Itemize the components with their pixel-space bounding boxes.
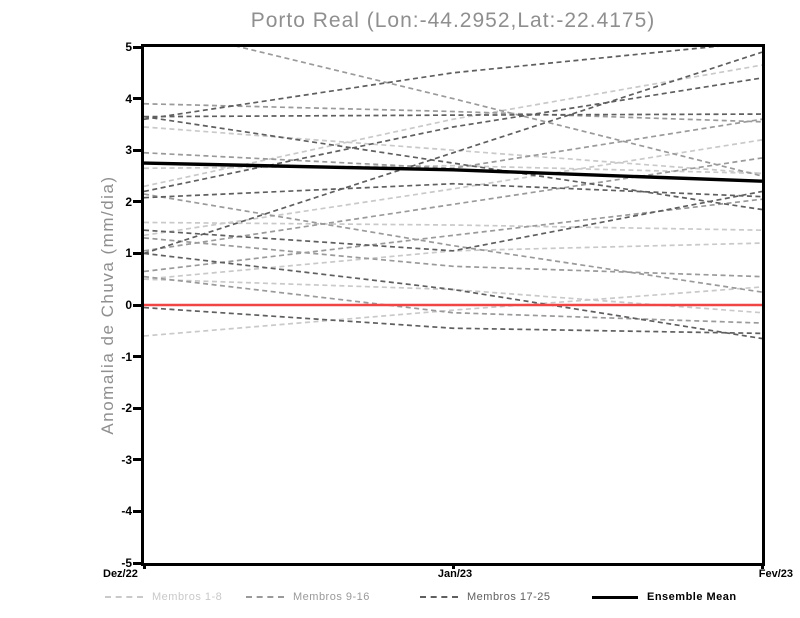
member-line: [144, 182, 762, 199]
y-tick: [133, 200, 141, 204]
member-line: [144, 102, 762, 123]
x-tick: [451, 563, 455, 569]
x-tick-label: Dez/22: [103, 568, 138, 580]
solid-line-swatch: [592, 595, 638, 599]
legend-item-ensemble-mean: Ensemble Mean: [592, 589, 737, 605]
member-line: [236, 47, 762, 177]
member-line: [144, 306, 762, 335]
y-tick-label: -5: [121, 556, 132, 570]
legend-item-members-1-8: Membros 1-8: [105, 589, 222, 605]
y-tick-label: -3: [121, 452, 132, 467]
y-tick-label: -4: [121, 504, 132, 519]
y-tick: [133, 406, 141, 410]
y-tick-label: -2: [121, 401, 132, 416]
y-tick: [133, 251, 141, 255]
member-line: [144, 113, 762, 118]
y-tick: [133, 458, 141, 462]
y-tick-label: -1: [121, 349, 132, 364]
y-tick-label: 0: [125, 298, 132, 312]
member-line: [144, 47, 720, 121]
member-line: [144, 51, 762, 255]
member-line: [144, 193, 762, 293]
y-tick-label: 4: [125, 91, 132, 106]
member-line: [144, 77, 762, 193]
legend-item-members-17-25: Membros 17-25: [420, 589, 551, 605]
dashed-line-swatch: [105, 596, 143, 598]
chart-title: Porto Real (Lon:-44.2952,Lat:-22.4175): [250, 9, 656, 32]
dashed-line-swatch: [246, 596, 284, 598]
member-line: [144, 252, 762, 340]
ensemble-mean-line: [144, 161, 762, 183]
legend-label: Membros 1-8: [152, 591, 223, 603]
y-tick: [133, 45, 141, 49]
y-tick-label: 1: [125, 246, 132, 261]
x-tick-label: Jan/23: [437, 568, 473, 580]
member-line: [144, 164, 762, 175]
y-tick: [133, 509, 141, 513]
member-line: [144, 190, 762, 252]
member-line: [144, 126, 762, 175]
x-tick-label: Fev/23: [758, 568, 793, 580]
y-tick: [133, 97, 141, 101]
y-tick-label: 3: [125, 143, 132, 158]
y-tick: [133, 148, 141, 152]
member-line: [144, 237, 762, 278]
legend-item-members-9-16: Membros 9-16: [246, 589, 370, 605]
plot-svg: [144, 47, 762, 340]
y-tick: [133, 561, 141, 565]
y-tick-label: 2: [125, 194, 132, 209]
member-line: [144, 278, 762, 314]
dashed-line-swatch: [420, 596, 458, 598]
member-line: [144, 242, 762, 281]
member-line: [144, 286, 762, 337]
member-line: [144, 221, 762, 232]
x-tick: [760, 563, 764, 569]
member-line: [144, 157, 762, 252]
x-tick: [142, 563, 146, 569]
y-tick: [133, 303, 141, 307]
legend-label: Membros 9-16: [293, 591, 370, 603]
plot-area: [141, 44, 765, 566]
y-tick-label: 5: [125, 40, 132, 54]
legend-label: Membros 17-25: [467, 591, 551, 603]
legend: Membros 1-8 Membros 9-16 Membros 17-25 E…: [0, 589, 800, 607]
legend-label: Ensemble Mean: [647, 591, 737, 603]
y-tick: [133, 355, 141, 359]
member-line: [144, 139, 762, 237]
member-line: [144, 115, 762, 211]
member-line: [144, 275, 762, 324]
